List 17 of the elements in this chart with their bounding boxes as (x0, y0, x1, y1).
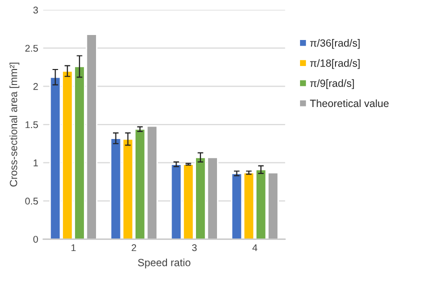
legend-label: π/9[rad/s] (310, 79, 354, 90)
y-tick-label: 0 (33, 236, 38, 243)
x-axis-title: Speed ratio (138, 258, 190, 268)
y-tick-label: 0.5 (25, 198, 38, 205)
y-tick-label: 2 (33, 83, 38, 90)
y-tick-label: 1.5 (26, 121, 38, 128)
y-tick-label: 3 (33, 6, 38, 14)
legend-label: π/18[rad/s] (310, 59, 360, 69)
x-tick-label: 2 (132, 244, 136, 252)
y-tick-label: 1 (34, 160, 38, 166)
y-tick-label: 2.5 (25, 44, 38, 52)
x-tick-label: 1 (71, 244, 76, 252)
legend-label: Theoretical value (310, 99, 389, 108)
x-tick-label: 3 (192, 244, 197, 252)
x-tick-label: 4 (252, 244, 258, 252)
legend-label: π/36[rad/s] (310, 39, 360, 49)
y-axis-title: Cross-sectional area [mm²] (10, 62, 20, 186)
